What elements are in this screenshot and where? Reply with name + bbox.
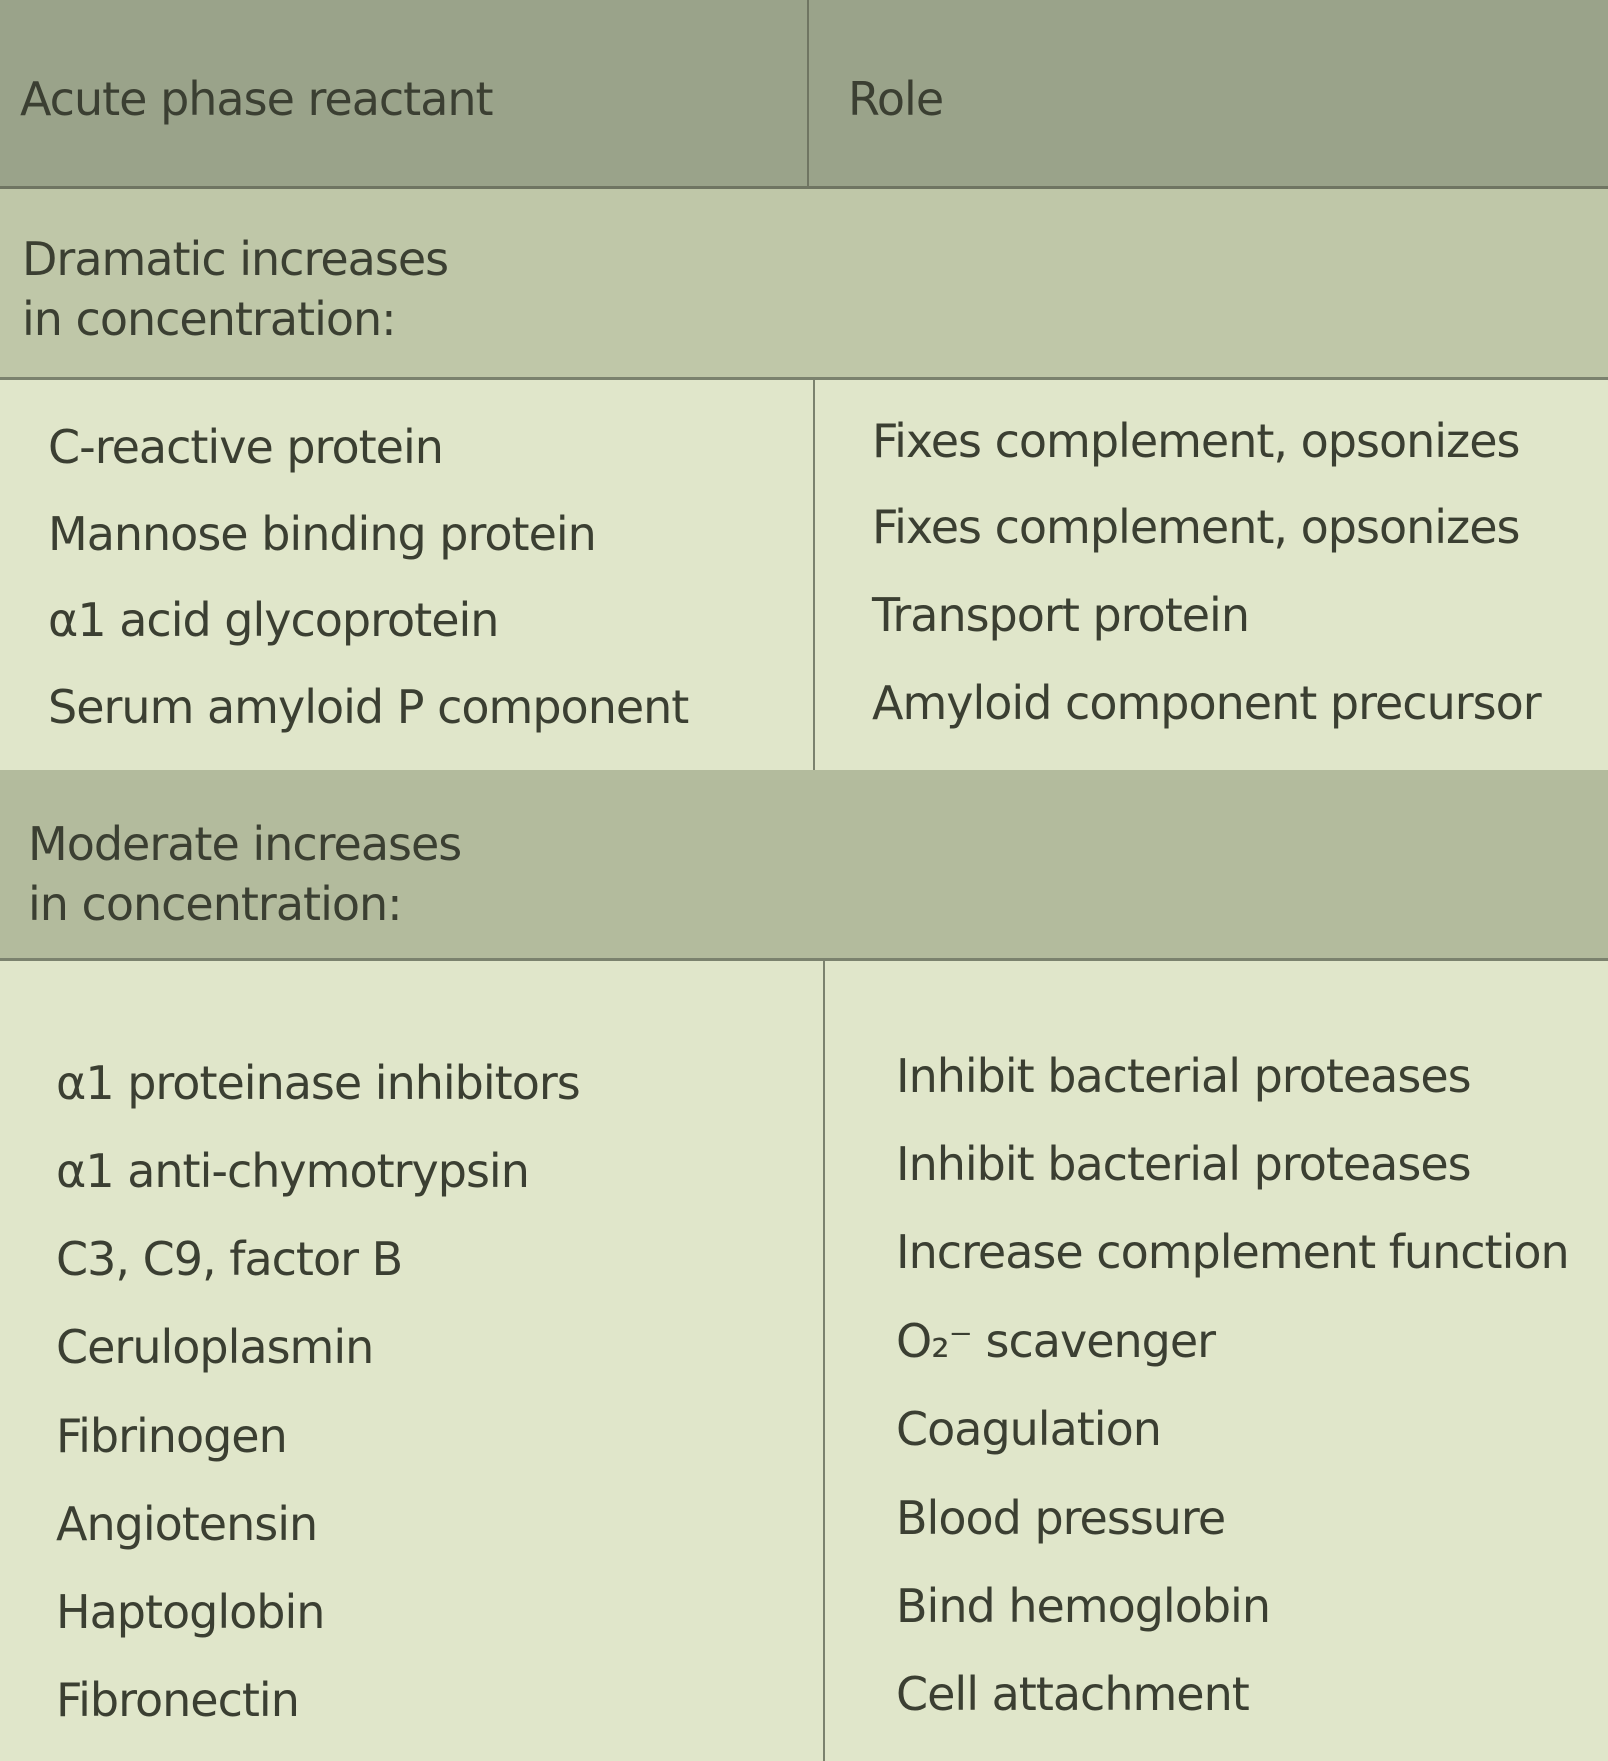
reactant-cell: α1 acid glycoprotein — [48, 593, 499, 647]
section-label-moderate: Moderate increases in concentration: — [28, 817, 462, 931]
reactant-cell: Ceruloplasmin — [56, 1320, 374, 1374]
reactant-cell: C-reactive protein — [48, 420, 444, 474]
column-divider — [813, 380, 815, 770]
section-moderate-rows: α1 proteinase inhibitors Inhibit bacteri… — [0, 961, 1608, 1761]
header-divider — [807, 0, 809, 186]
role-cell: Transport protein — [872, 588, 1250, 642]
reactant-cell: α1 anti-chymotrypsin — [56, 1144, 530, 1198]
reactant-cell: Mannose binding protein — [48, 507, 597, 561]
reactant-cell: Fibronectin — [56, 1673, 300, 1727]
role-cell: O₂⁻ scavenger — [896, 1314, 1216, 1368]
section-dramatic: Dramatic increases in concentration: — [0, 189, 1608, 380]
reactant-cell: Fibrinogen — [56, 1409, 288, 1463]
role-cell: Cell attachment — [896, 1667, 1250, 1721]
role-cell: Bind hemoglobin — [896, 1579, 1271, 1633]
reactant-cell: Haptoglobin — [56, 1585, 325, 1639]
role-cell: Inhibit bacterial proteases — [896, 1137, 1472, 1191]
section-dramatic-rows: C-reactive protein Fixes complement, ops… — [0, 380, 1608, 773]
role-cell: Increase complement function — [896, 1225, 1570, 1279]
reactant-cell: C3, C9, factor B — [56, 1232, 403, 1286]
section-moderate: Moderate increases in concentration: — [0, 770, 1608, 961]
table-header: Acute phase reactant Role — [0, 0, 1608, 189]
role-cell: Fixes complement, opsonizes — [872, 500, 1520, 554]
role-cell: Amyloid component precursor — [872, 676, 1542, 730]
role-cell: Blood pressure — [896, 1491, 1226, 1545]
role-cell: Coagulation — [896, 1402, 1162, 1456]
section-label-dramatic: Dramatic increases in concentration: — [22, 232, 449, 346]
reactant-cell: Serum amyloid P component — [48, 680, 689, 734]
header-reactant: Acute phase reactant — [20, 72, 494, 126]
header-role: Role — [848, 72, 944, 126]
role-cell: Fixes complement, opsonizes — [872, 414, 1520, 468]
role-cell: Inhibit bacterial proteases — [896, 1049, 1472, 1103]
reactant-cell: α1 proteinase inhibitors — [56, 1056, 581, 1110]
reactant-cell: Angiotensin — [56, 1497, 318, 1551]
column-divider — [823, 961, 825, 1761]
